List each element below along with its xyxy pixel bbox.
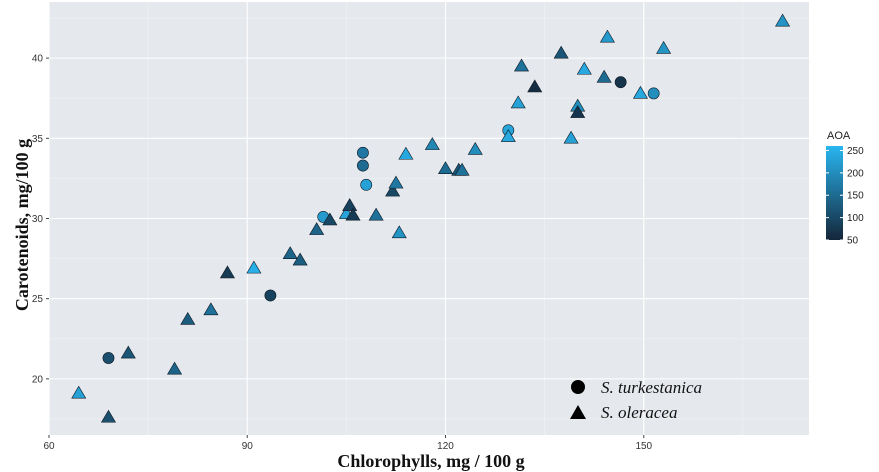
s-oleracea-point [500,129,516,142]
s-oleracea-point [553,45,569,59]
y-axis-title: Carotenoids, mg/100 g [12,139,32,311]
x-tick-label: 90 [242,441,254,452]
y-tick-label: 20 [32,374,44,385]
s-oleracea-point [120,345,136,359]
axes: 60 90 120 150 20 25 30 35 40 [32,54,653,452]
colorbar-tick-label: 50 [847,236,859,247]
s-oleracea-point [467,141,483,155]
colorbar-tick-label: 100 [847,213,864,224]
s-oleracea-point [100,409,117,423]
x-tick-label: 150 [635,441,652,452]
s-oleracea-point [775,13,791,27]
s-oleracea-point [527,79,543,93]
aoa-colorbar-legend: AOA 50 100 150 200 250 [826,130,864,247]
s-oleracea-point [292,252,308,266]
s-oleracea-point [180,311,196,325]
y-tick-label: 40 [32,54,44,65]
s-oleracea-point [322,212,338,226]
s-oleracea-point [510,95,526,109]
x-tick-label: 60 [43,441,55,452]
s-oleracea-point [246,260,262,274]
s-oleracea-point [345,207,361,221]
legend-triangle-icon [570,405,586,419]
s-oleracea-point [576,61,592,75]
colorbar-title: AOA [827,130,851,142]
s-turkestanica-point [264,289,277,302]
s-turkestanica-point [360,178,373,191]
colorbar-tick-label: 150 [847,191,864,202]
shape-legend: S. turkestanica S. oleracea [570,378,702,422]
y-tick-label: 30 [32,214,44,225]
s-oleracea-point [424,137,440,150]
s-oleracea-point [219,265,235,279]
legend-label-s-oleracea: S. oleracea [601,403,677,422]
s-turkestanica-point [614,76,627,89]
s-oleracea-point [368,207,384,221]
s-oleracea-point [513,58,530,72]
s-oleracea-point [342,198,358,211]
y-tick-label: 35 [32,134,44,145]
s-oleracea-point [167,361,183,375]
colorbar-tick-label: 250 [847,146,864,157]
s-oleracea-point [203,302,219,316]
s-oleracea-point [391,225,407,239]
s-oleracea-point [454,162,470,176]
s-oleracea-point [309,222,325,235]
s-oleracea-point [632,85,649,99]
legend-label-s-turkestanica: S. turkestanica [601,378,702,397]
legend-circle-icon [571,380,585,394]
s-turkestanica-point [647,87,660,100]
s-turkestanica-point [357,146,369,159]
y-tick-label: 25 [32,294,44,305]
s-turkestanica-point [102,352,115,364]
s-oleracea-point [437,161,454,174]
s-oleracea-point [570,105,586,118]
s-oleracea-point [388,175,404,189]
s-oleracea-point [563,130,579,144]
x-tick-label: 120 [437,441,454,452]
s-oleracea-point [599,29,615,43]
s-oleracea-point [398,146,414,160]
s-oleracea-point [596,69,612,83]
x-axis-title: Chlorophylls, mg / 100 g [337,451,524,471]
s-turkestanica-point [357,159,369,172]
colorbar-gradient [826,146,843,240]
s-oleracea-point [71,385,87,399]
s-oleracea-point [656,40,672,54]
s-oleracea-point [282,246,298,259]
colorbar-tick-label: 200 [847,168,864,179]
data-points [71,13,791,423]
s-oleracea-point [385,183,401,197]
